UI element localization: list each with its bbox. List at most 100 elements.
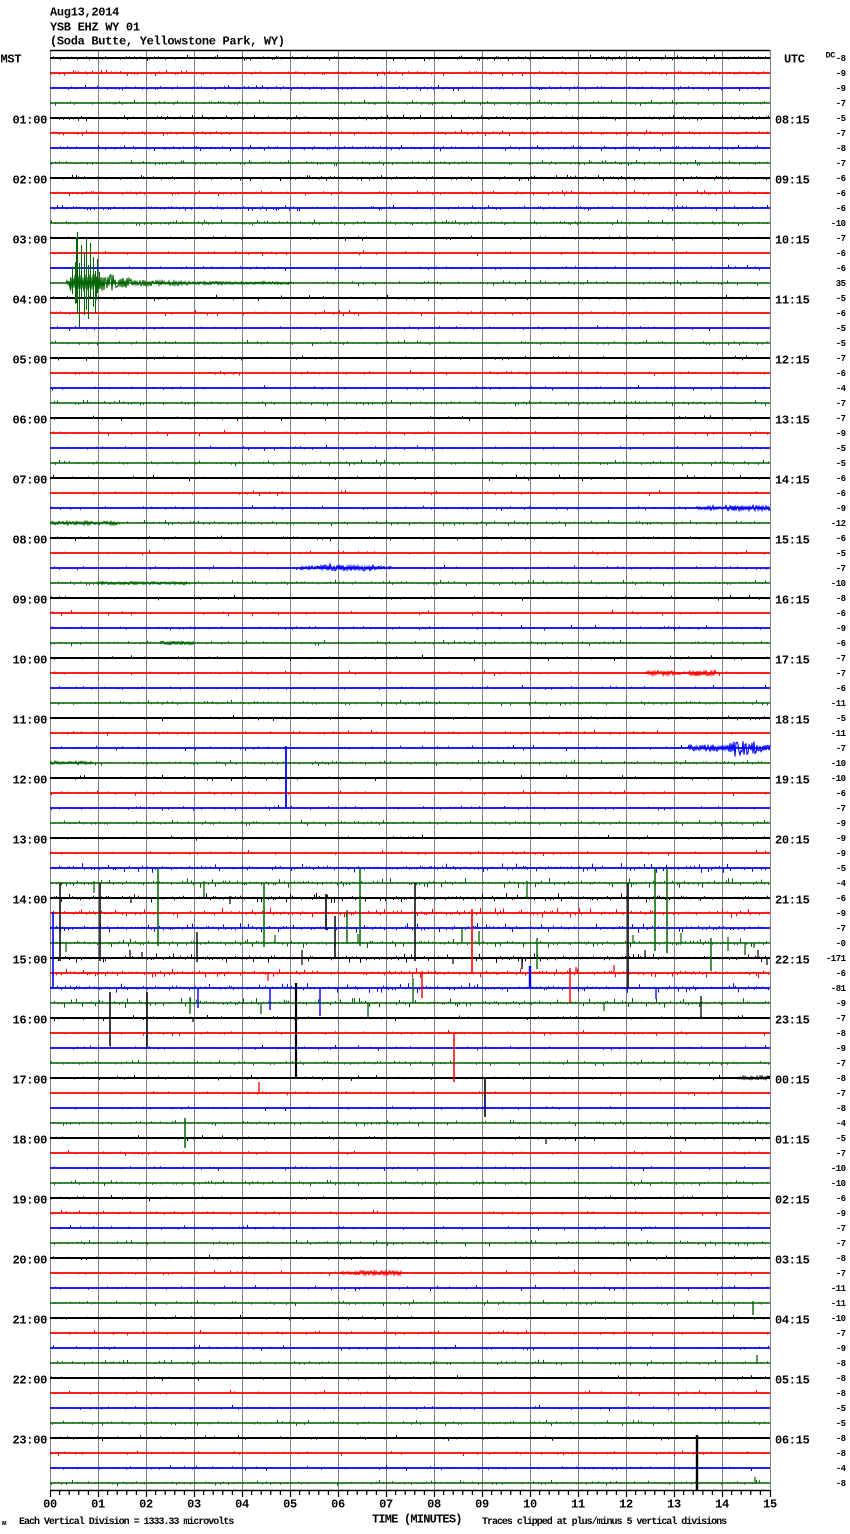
svg-text:-12: -12 (831, 519, 846, 529)
svg-text:-7: -7 (836, 354, 846, 364)
svg-text:-5: -5 (836, 1419, 846, 1429)
svg-text:04: 04 (235, 1498, 249, 1512)
svg-text:-6: -6 (836, 189, 846, 199)
svg-text:-6: -6 (836, 534, 846, 544)
svg-text:14:00: 14:00 (12, 894, 47, 908)
svg-text:22:15: 22:15 (775, 954, 810, 968)
svg-text:16:15: 16:15 (775, 594, 810, 608)
svg-text:-8: -8 (836, 1104, 846, 1114)
svg-text:-8: -8 (836, 594, 846, 604)
svg-text:01: 01 (91, 1498, 105, 1512)
svg-text:08:00: 08:00 (12, 534, 47, 548)
svg-text:-7: -7 (836, 1089, 846, 1099)
svg-text:-6: -6 (836, 969, 846, 979)
svg-text:-6: -6 (836, 369, 846, 379)
svg-text:19:15: 19:15 (775, 774, 810, 788)
svg-text:Each Vertical Division = 1333.: Each Vertical Division = 1333.33 microvo… (19, 1516, 234, 1528)
svg-text:-5: -5 (836, 114, 846, 124)
svg-text:DC: DC (826, 51, 836, 61)
svg-text:11: 11 (571, 1498, 585, 1512)
svg-text:15:15: 15:15 (775, 534, 810, 548)
svg-text:-7: -7 (836, 399, 846, 409)
svg-text:-11: -11 (831, 729, 847, 739)
svg-text:-171: -171 (826, 954, 847, 964)
svg-text:-6: -6 (836, 174, 846, 184)
svg-text:-9: -9 (836, 834, 846, 844)
svg-text:19:00: 19:00 (12, 1194, 47, 1208)
svg-text:-7: -7 (836, 1149, 846, 1159)
svg-text:08:15: 08:15 (775, 114, 810, 128)
svg-text:14:15: 14:15 (775, 474, 810, 488)
svg-text:-9: -9 (836, 849, 846, 859)
svg-text:07:00: 07:00 (12, 474, 47, 488)
svg-text:10:00: 10:00 (12, 654, 47, 668)
svg-text:05: 05 (283, 1498, 297, 1512)
svg-text:-7: -7 (836, 1014, 846, 1024)
svg-text:-7: -7 (836, 234, 846, 244)
svg-text:-8: -8 (836, 1389, 846, 1399)
svg-text:14: 14 (715, 1498, 729, 1512)
svg-text:-8: -8 (836, 144, 846, 154)
svg-text:-6: -6 (836, 309, 846, 319)
svg-text:-6: -6 (836, 264, 846, 274)
svg-text:00: 00 (43, 1498, 57, 1512)
svg-text:-9: -9 (836, 819, 846, 829)
svg-text:-9: -9 (836, 999, 846, 1009)
svg-text:-7: -7 (836, 924, 846, 934)
svg-text:01:00: 01:00 (12, 114, 47, 128)
svg-text:-6: -6 (836, 789, 846, 799)
svg-text:-10: -10 (831, 1164, 846, 1174)
svg-text:21:15: 21:15 (775, 894, 810, 908)
svg-text:15:00: 15:00 (12, 954, 47, 968)
svg-text:-10: -10 (831, 1314, 846, 1324)
svg-text:12:15: 12:15 (775, 354, 810, 368)
svg-text:23:00: 23:00 (12, 1434, 47, 1448)
svg-text:-5: -5 (836, 549, 846, 559)
svg-text:-5: -5 (836, 864, 846, 874)
svg-text:-8: -8 (836, 1359, 846, 1369)
svg-text:-7: -7 (836, 99, 846, 109)
svg-text:03:15: 03:15 (775, 1254, 810, 1268)
svg-text:22:00: 22:00 (12, 1374, 47, 1388)
svg-text:-10: -10 (831, 1179, 846, 1189)
svg-text:-6: -6 (836, 639, 846, 649)
svg-text:-9: -9 (836, 1344, 846, 1354)
svg-text:-6: -6 (836, 204, 846, 214)
svg-text:-4: -4 (836, 1464, 847, 1474)
svg-text:-6: -6 (836, 249, 846, 259)
svg-text:-4: -4 (836, 384, 847, 394)
svg-text:-10: -10 (831, 579, 846, 589)
svg-text:06:00: 06:00 (12, 414, 47, 428)
svg-text:-9: -9 (836, 624, 846, 634)
svg-text:-5: -5 (836, 1134, 846, 1144)
svg-text:35: 35 (836, 279, 846, 289)
svg-text:04:00: 04:00 (12, 294, 47, 308)
svg-text:11:15: 11:15 (775, 294, 810, 308)
svg-text:02:00: 02:00 (12, 174, 47, 188)
svg-text:MST: MST (1, 53, 22, 67)
svg-text:17:00: 17:00 (12, 1074, 47, 1088)
svg-text:00:15: 00:15 (775, 1074, 810, 1088)
svg-text:-0: -0 (836, 939, 846, 949)
svg-text:-7: -7 (836, 1224, 846, 1234)
svg-text:-8: -8 (836, 1374, 846, 1384)
svg-text:-4: -4 (836, 879, 847, 889)
svg-text:UTC: UTC (784, 53, 805, 67)
svg-text:-6: -6 (836, 609, 846, 619)
svg-text:20:00: 20:00 (12, 1254, 47, 1268)
svg-text:-9: -9 (836, 69, 846, 79)
svg-text:-7: -7 (836, 669, 846, 679)
svg-text:-7: -7 (836, 654, 846, 664)
svg-text:09:00: 09:00 (12, 594, 47, 608)
svg-text:12:00: 12:00 (12, 774, 47, 788)
svg-text:-6: -6 (836, 684, 846, 694)
svg-text:-7: -7 (836, 1269, 846, 1279)
svg-text:21:00: 21:00 (12, 1314, 47, 1328)
svg-text:04:15: 04:15 (775, 1314, 810, 1328)
svg-text:-6: -6 (836, 474, 846, 484)
svg-text:-7: -7 (836, 159, 846, 169)
svg-text:м: м (2, 1520, 7, 1528)
svg-text:-5: -5 (836, 714, 846, 724)
svg-text:TIME (MINUTES): TIME (MINUTES) (372, 1513, 462, 1527)
svg-text:-5: -5 (836, 339, 846, 349)
